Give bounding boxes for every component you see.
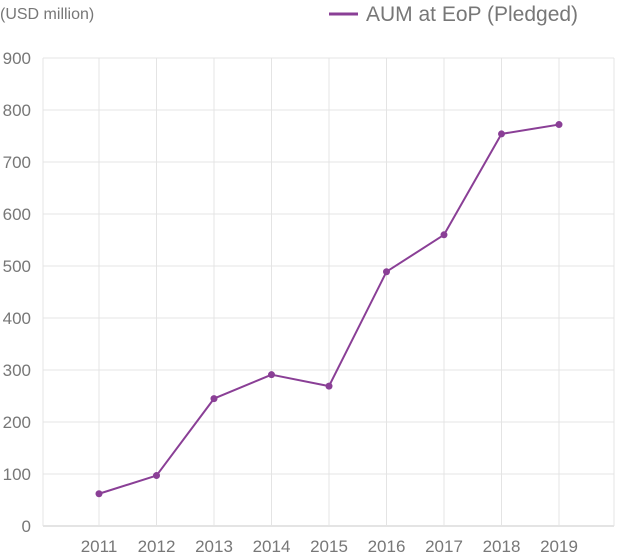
series (95, 121, 563, 498)
y-tick-label: 600 (3, 205, 31, 224)
x-axis: 2011 2012 2013 2014 2015 2016 2017 2018 2019 (81, 537, 578, 553)
x-tick-label: 2018 (483, 537, 521, 553)
data-point-2012 (153, 472, 160, 480)
unit-label: (USD million) (0, 6, 94, 23)
y-tick-label: 500 (3, 257, 31, 276)
y-axis: 0 100 200 300 400 500 600 700 800 900 (3, 49, 31, 536)
data-point-2019 (555, 121, 563, 129)
x-tick-label: 2017 (425, 537, 463, 553)
data-point-2016 (383, 268, 390, 276)
y-tick-label: 0 (22, 517, 31, 536)
x-tick-label: 2014 (253, 537, 291, 553)
y-tick-label: 700 (3, 153, 31, 172)
data-point-2011 (95, 490, 103, 498)
y-tick-label: 100 (3, 465, 31, 484)
y-tick-label: 400 (3, 309, 31, 328)
data-point-2013 (210, 395, 218, 403)
y-tick-label: 300 (3, 361, 31, 380)
data-point-2017 (440, 231, 448, 239)
gridlines (42, 57, 615, 527)
x-tick-label: 2012 (138, 537, 176, 553)
data-point-2014 (268, 371, 275, 379)
data-point-2018 (498, 130, 505, 138)
data-point-2015 (325, 382, 333, 390)
x-tick-label: 2019 (540, 537, 578, 553)
x-tick-label: 2016 (368, 537, 406, 553)
legend: AUM at EoP (Pledged) (329, 3, 578, 26)
y-tick-label: 200 (3, 413, 31, 432)
x-tick-label: 2015 (310, 537, 348, 553)
y-tick-label: 800 (3, 101, 31, 120)
legend-label: AUM at EoP (Pledged) (366, 3, 578, 26)
y-tick-label: 900 (3, 49, 31, 68)
x-tick-label: 2013 (195, 537, 233, 553)
x-tick-label: 2011 (81, 537, 118, 553)
